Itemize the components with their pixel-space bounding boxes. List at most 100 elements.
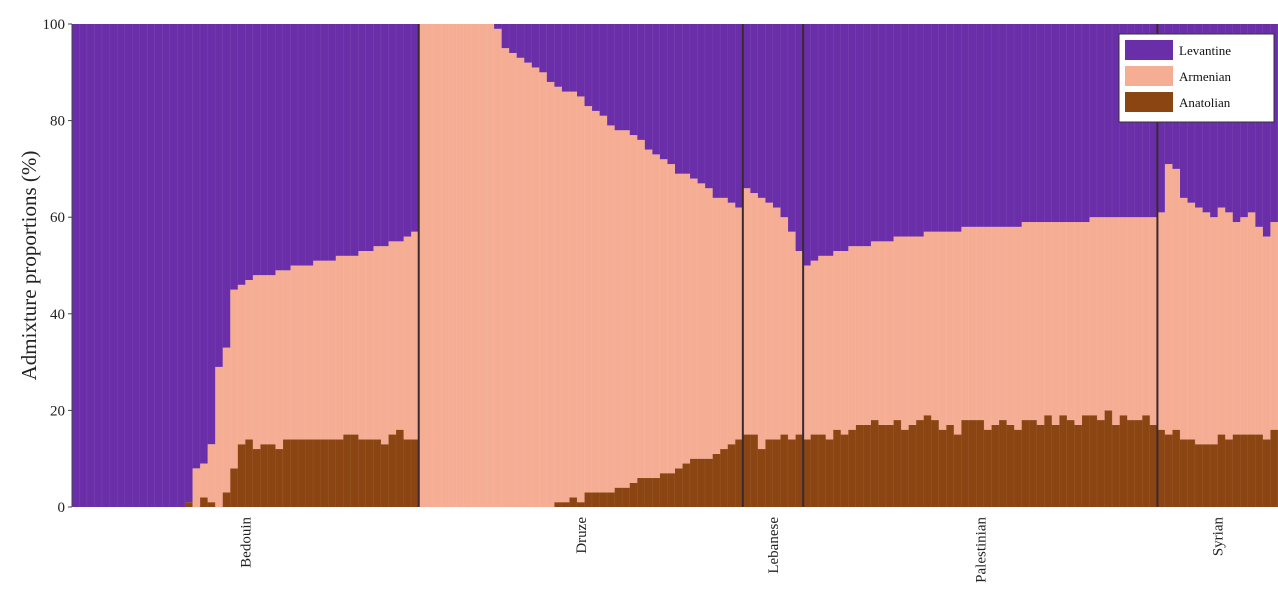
bar-segment-levantine — [569, 24, 578, 92]
x-tick-label-palestinian: Palestinian — [973, 517, 989, 583]
bar-segment-armenian — [908, 236, 917, 425]
bar-segment-armenian — [712, 197, 721, 454]
bar-segment-levantine — [1255, 24, 1264, 227]
bar-segment-levantine — [999, 24, 1007, 227]
bar-segment-anatolian — [1172, 429, 1181, 507]
bar-segment-armenian — [335, 255, 344, 440]
bar-segment-armenian — [697, 183, 706, 459]
bar-segment-anatolian — [207, 502, 216, 507]
bar-segment-armenian — [1164, 164, 1173, 435]
bar-segment-levantine — [923, 24, 932, 232]
bar-segment-levantine — [162, 24, 171, 507]
bar-segment-anatolian — [735, 439, 744, 507]
bar-segment-armenian — [252, 275, 261, 450]
bar-segment-anatolian — [1029, 420, 1038, 507]
bar-segment-levantine — [780, 24, 789, 218]
bar-segment-levantine — [991, 24, 1000, 227]
bar-segment-levantine — [546, 24, 555, 82]
bar-segment-anatolian — [381, 444, 389, 507]
bar-segment-armenian — [381, 246, 389, 445]
bar-segment-armenian — [1210, 217, 1219, 445]
bar-segment-armenian — [893, 236, 902, 421]
bar-segment-anatolian — [848, 429, 857, 507]
bar-segment-levantine — [305, 24, 314, 266]
bar-segment-levantine — [132, 24, 141, 507]
bar-segment-anatolian — [961, 420, 970, 507]
bar-segment-armenian — [456, 24, 465, 507]
bar-segment-anatolian — [320, 439, 329, 507]
bar-segment-armenian — [1195, 207, 1203, 445]
bar-segment-armenian — [245, 279, 254, 440]
bar-segment-anatolian — [855, 424, 864, 507]
bar-segment-levantine — [237, 24, 246, 285]
bar-segment-anatolian — [720, 449, 729, 507]
bar-segment-armenian — [968, 226, 977, 421]
bar-segment-armenian — [350, 255, 359, 435]
bar-segment-armenian — [1217, 207, 1226, 435]
bar-segment-levantine — [109, 24, 118, 507]
bar-segment-anatolian — [1187, 439, 1196, 507]
bar-segment-armenian — [622, 130, 631, 488]
bar-segment-armenian — [870, 241, 879, 421]
legend-swatch-anatolian — [1125, 92, 1173, 112]
bar-segment-anatolian — [901, 429, 910, 507]
bar-segment-levantine — [727, 24, 736, 203]
bar-segment-anatolian — [644, 478, 653, 507]
bar-segment-levantine — [938, 24, 947, 232]
bar-segment-armenian — [727, 202, 736, 445]
bar-segment-anatolian — [863, 424, 872, 507]
bar-segment-levantine — [772, 24, 781, 208]
bar-segment-anatolian — [795, 434, 804, 507]
bar-segment-levantine — [509, 24, 518, 53]
bar-segment-anatolian — [1006, 424, 1015, 507]
bar-segment-armenian — [358, 251, 367, 440]
bar-segment-armenian — [1104, 217, 1113, 411]
bar-segment-armenian — [682, 173, 691, 464]
bar-segment-levantine — [599, 24, 608, 116]
bar-segment-anatolian — [1059, 415, 1068, 507]
bar-segment-anatolian — [697, 458, 706, 507]
bar-segment-armenian — [373, 246, 382, 440]
bar-segment-armenian — [1097, 217, 1105, 421]
bar-segment-armenian — [1255, 226, 1264, 435]
stacked-bars — [72, 24, 1278, 508]
bar-segment-levantine — [275, 24, 284, 271]
bar-segment-levantine — [607, 24, 616, 126]
bar-segment-armenian — [931, 231, 940, 421]
bar-segment-levantine — [682, 24, 691, 174]
bar-segment-anatolian — [1240, 434, 1249, 507]
bar-segment-anatolian — [1082, 415, 1090, 507]
bar-segment-levantine — [260, 24, 269, 276]
bar-segment-armenian — [298, 265, 307, 440]
bar-segment-armenian — [886, 241, 894, 425]
bar-segment-anatolian — [916, 420, 925, 507]
bar-segment-anatolian — [984, 429, 992, 507]
y-tick-label: 80 — [50, 114, 65, 130]
bar-segment-anatolian — [825, 439, 834, 507]
bar-segment-armenian — [501, 48, 510, 508]
bar-segment-levantine — [313, 24, 322, 261]
x-tick-label-bedouin: Bedouin — [238, 517, 254, 568]
bar-segment-armenian — [411, 231, 420, 440]
bar-segment-armenian — [961, 226, 970, 421]
bar-segment-anatolian — [373, 439, 382, 507]
bar-segment-armenian — [757, 197, 766, 450]
bar-segment-armenian — [1006, 226, 1015, 425]
bar-segment-levantine — [697, 24, 706, 184]
bar-segment-anatolian — [313, 439, 322, 507]
bar-segment-armenian — [1059, 222, 1068, 416]
bar-segment-anatolian — [1051, 424, 1060, 507]
bar-segment-levantine — [637, 24, 646, 140]
bar-segment-armenian — [569, 91, 578, 498]
bar-segment-armenian — [810, 260, 819, 435]
bar-segment-armenian — [1014, 226, 1023, 430]
bar-segment-anatolian — [1255, 434, 1264, 507]
bar-segment-armenian — [441, 24, 450, 507]
bar-segment-anatolian — [388, 434, 397, 507]
bar-segment-armenian — [1157, 212, 1166, 430]
bar-segment-armenian — [524, 62, 533, 507]
bar-segment-levantine — [675, 24, 683, 174]
bar-segment-armenian — [546, 81, 555, 508]
bar-segment-anatolian — [365, 439, 374, 507]
bar-segment-anatolian — [1074, 424, 1083, 507]
